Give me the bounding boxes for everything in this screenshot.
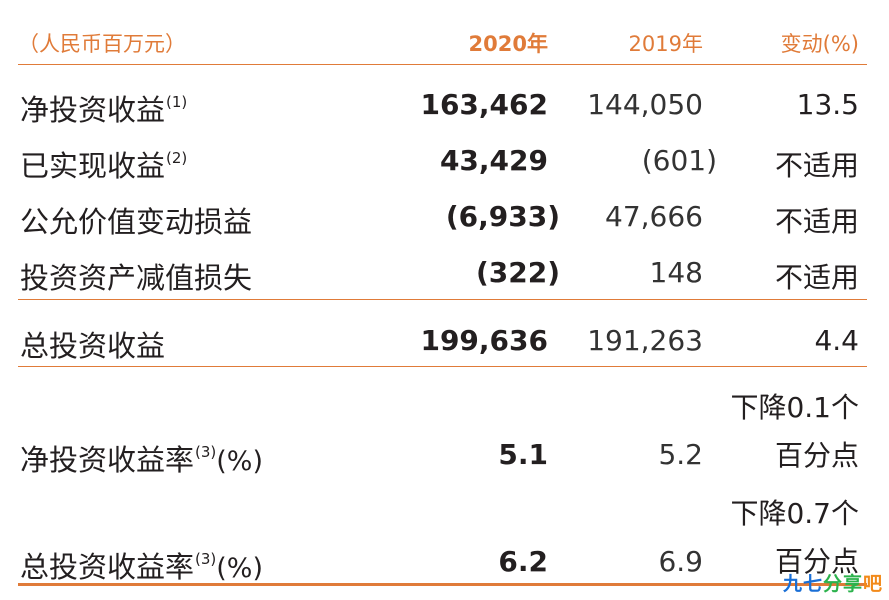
ratio-value-2019: 5.2 bbox=[658, 438, 703, 471]
row-label-realized-gains: 已实现收益(2) bbox=[20, 149, 188, 183]
bottom-rule bbox=[18, 583, 867, 586]
subtotal-rule bbox=[18, 299, 867, 300]
row-value-change: 13.5 bbox=[796, 88, 859, 121]
row-value-2020: (6,933) bbox=[445, 200, 560, 233]
ratio-label-net-yield: 净投资收益率(3)(%) bbox=[20, 443, 263, 477]
col-header-2020: 2020年 bbox=[468, 32, 548, 56]
row-label-net-investment-income: 净投资收益(1) bbox=[20, 93, 188, 127]
row-value-2020: 43,429 bbox=[439, 144, 548, 177]
ratio-value-change: 下降0.1个 百分点 bbox=[730, 391, 859, 472]
col-header-2019: 2019年 bbox=[628, 32, 703, 56]
ratio-value-change: 下降0.7个 百分点 bbox=[730, 497, 859, 578]
row-value-2020: 163,462 bbox=[420, 88, 548, 121]
row-value-2019: 47,666 bbox=[605, 200, 703, 233]
row-value-change: 不适用 bbox=[774, 205, 859, 238]
row-value-2019: (601) bbox=[641, 144, 717, 177]
unit-label: （人民币百万元） bbox=[18, 32, 186, 56]
ratio-label-total-yield: 总投资收益率(3)(%) bbox=[20, 550, 263, 584]
header-rule bbox=[18, 64, 867, 65]
row-label-fair-value-change: 公允价值变动损益 bbox=[20, 205, 253, 239]
row-value-change: 不适用 bbox=[774, 149, 859, 182]
total-rule bbox=[18, 366, 867, 367]
row-value-2019: 144,050 bbox=[587, 88, 703, 121]
row-value-2020: (322) bbox=[475, 256, 560, 289]
row-value-2019: 148 bbox=[649, 256, 703, 289]
total-value-2020: 199,636 bbox=[420, 324, 548, 357]
watermark-logo: 九七分享吧 bbox=[782, 573, 883, 595]
row-label-impairment-loss: 投资资产减值损失 bbox=[20, 261, 253, 295]
ratio-value-2020: 6.2 bbox=[498, 545, 548, 578]
total-value-2019: 191,263 bbox=[587, 324, 703, 357]
total-value-change: 4.4 bbox=[814, 324, 859, 357]
total-label: 总投资收益 bbox=[20, 329, 166, 363]
row-value-change: 不适用 bbox=[774, 261, 859, 294]
ratio-value-2020: 5.1 bbox=[498, 438, 548, 471]
ratio-value-2019: 6.9 bbox=[658, 545, 703, 578]
col-header-change: 变动(%) bbox=[780, 32, 859, 56]
